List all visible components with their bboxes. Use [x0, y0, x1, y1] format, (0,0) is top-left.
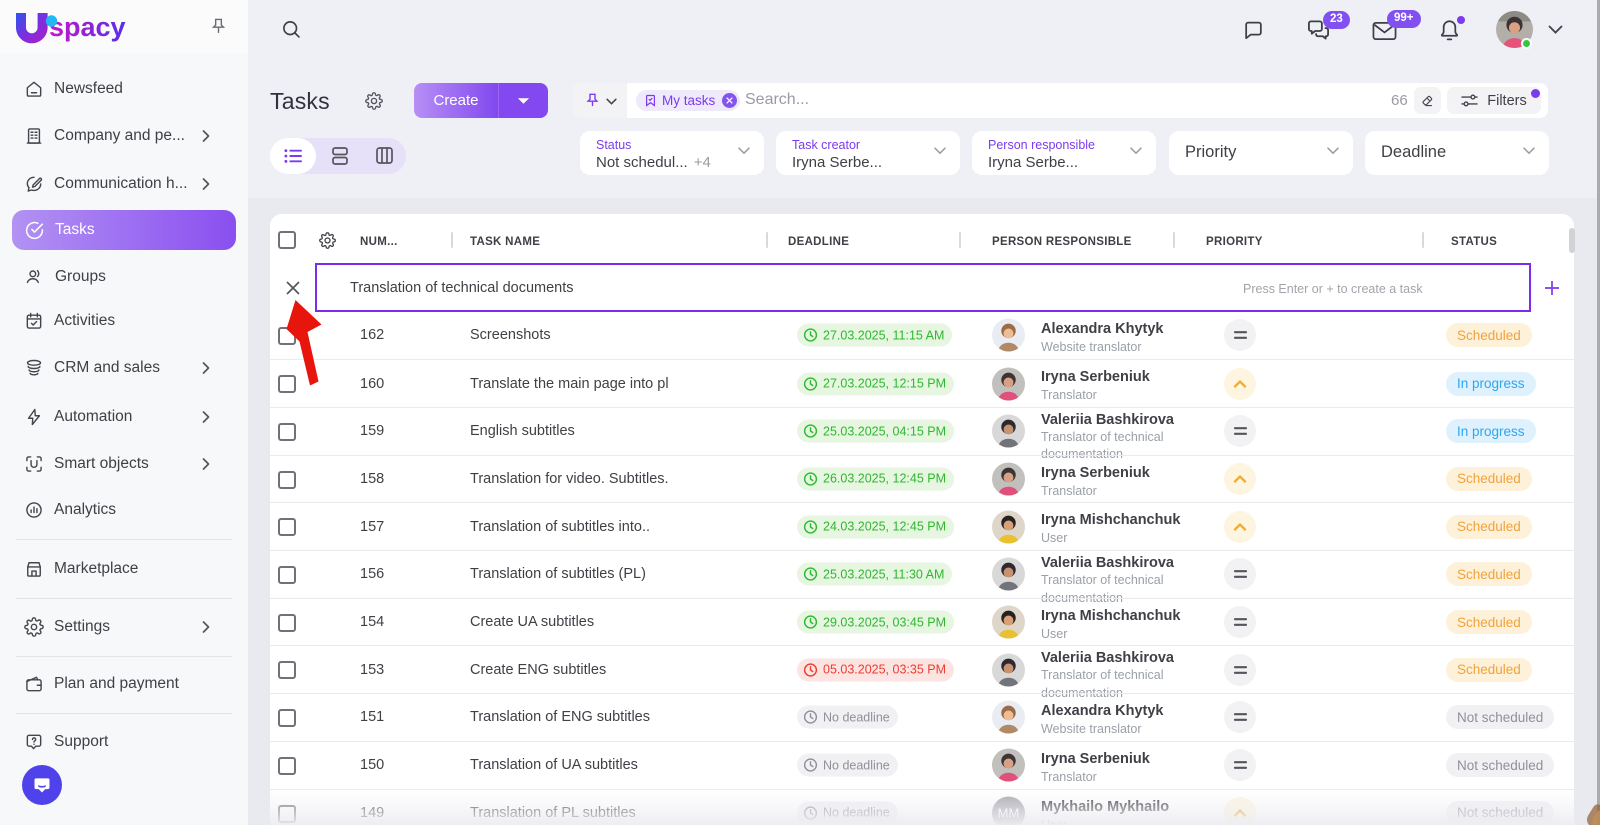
svg-text:spacy: spacy	[49, 12, 126, 42]
